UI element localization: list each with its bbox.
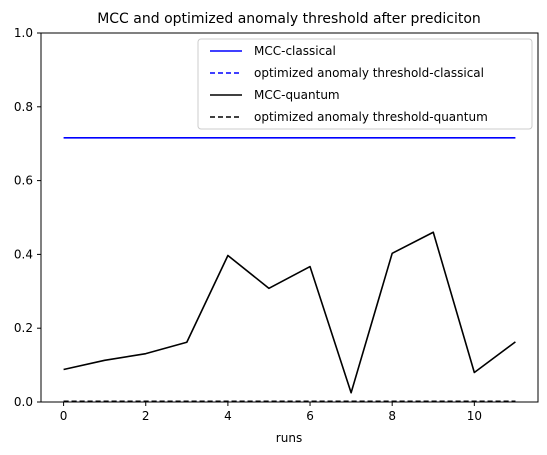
y-tick-label: 0.8 <box>14 100 33 114</box>
x-tick-label: 0 <box>60 409 68 423</box>
x-tick-label: 4 <box>224 409 232 423</box>
x-axis-label: runs <box>276 431 302 445</box>
chart-title: MCC and optimized anomaly threshold afte… <box>97 11 481 27</box>
y-tick-label: 0.0 <box>14 395 33 409</box>
legend-label-1: MCC-classical <box>254 44 336 58</box>
axes-frame <box>40 32 539 403</box>
axes-layer: 0 2 4 6 8 10 0.0 0.2 0.4 0.6 0.8 1.0 <box>14 26 539 423</box>
y-tick-label: 1.0 <box>14 26 33 40</box>
legend-label-3: MCC-quantum <box>254 88 340 102</box>
legend-label-2: optimized anomaly threshold-classical <box>254 66 484 80</box>
y-tick-label: 0.6 <box>14 174 33 188</box>
x-tick-label: 6 <box>306 409 314 423</box>
legend-label-4: optimized anomaly threshold-quantum <box>254 110 488 124</box>
series-layer <box>63 137 516 403</box>
x-tick-label: 10 <box>467 409 482 423</box>
y-tick-label: 0.4 <box>14 247 33 261</box>
y-tick-label: 0.2 <box>14 321 33 335</box>
x-tick-label: 8 <box>388 409 396 423</box>
legend: MCC-classical optimized anomaly threshold… <box>197 38 533 130</box>
x-tick-label: 2 <box>142 409 150 423</box>
series-line-3 <box>63 231 516 394</box>
legend-box <box>197 38 533 130</box>
